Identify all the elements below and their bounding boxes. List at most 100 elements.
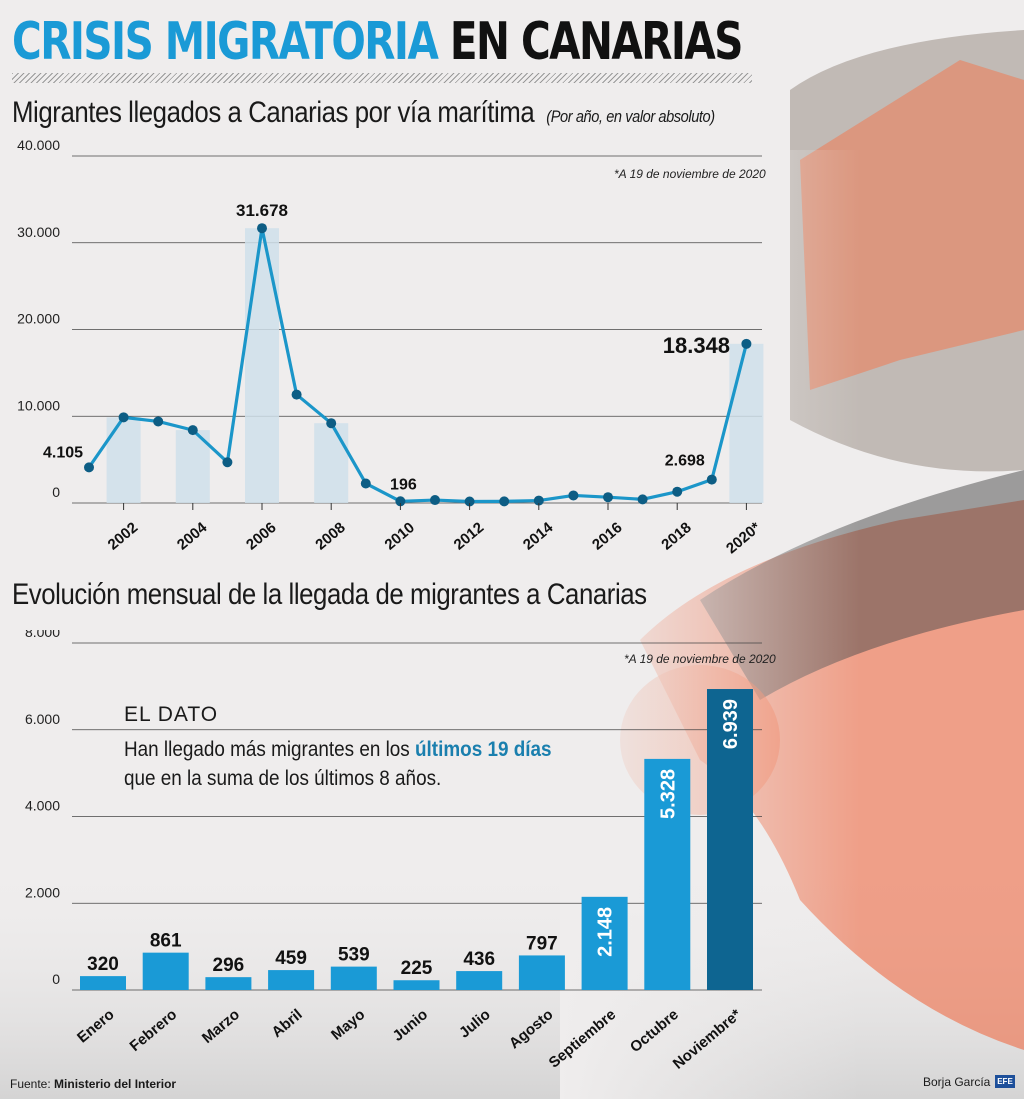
title-part2: EN CANARIAS [449, 12, 744, 72]
data-point [603, 492, 613, 503]
data-point [568, 490, 579, 501]
value-label: 797 [526, 933, 558, 954]
y-tick-label: 0 [52, 971, 60, 987]
y-tick-label: 2.000 [25, 884, 60, 900]
data-point [84, 462, 94, 473]
y-tick-label: 20.000 [17, 311, 60, 327]
source-name: Ministerio del Interior [54, 1077, 177, 1091]
value-label: 861 [150, 931, 182, 952]
chart1-subtitle: Migrantes llegados a Canarias por vía ma… [12, 96, 715, 130]
data-point [257, 223, 267, 234]
bar [518, 955, 565, 990]
y-tick-label: 8.000 [25, 630, 60, 640]
data-point [395, 496, 406, 507]
data-point [222, 457, 233, 468]
title-rule [12, 73, 752, 83]
x-tick-label: 2002 [105, 519, 141, 553]
bar [707, 689, 753, 990]
bar [330, 966, 377, 990]
value-label: 4.105 [43, 444, 83, 461]
title-part1: CRISIS MIGRATORIA [12, 12, 439, 72]
dato-text: Han llegado más migrantes en los últimos… [124, 735, 592, 793]
y-tick-label: 40.000 [17, 140, 60, 153]
x-tick-label: Julio [456, 1006, 494, 1042]
chart1-note: *A 19 de noviembre de 2020 [614, 167, 766, 181]
value-label: 459 [275, 948, 307, 969]
value-label: 196 [390, 476, 417, 493]
x-tick-label: Junio [390, 1006, 432, 1045]
x-tick-label: 2016 [589, 519, 625, 553]
value-label: 31.678 [236, 201, 288, 220]
x-tick-label: Febrero [127, 1006, 181, 1055]
x-tick-label: Marzo [199, 1006, 243, 1047]
efe-logo: EFE [995, 1075, 1015, 1088]
chart1-subtitle-text: Migrantes llegados a Canarias por vía ma… [12, 96, 535, 129]
source: Fuente: Ministerio del Interior [10, 1077, 176, 1091]
x-tick-label: 2012 [451, 519, 487, 553]
data-point [430, 495, 440, 506]
x-tick-label: 2004 [174, 519, 211, 554]
x-tick-label: Noviembre* [670, 1006, 745, 1073]
x-tick-label: 2014 [520, 519, 557, 554]
data-point [499, 496, 510, 507]
value-label: 2.698 [665, 453, 705, 470]
source-label: Fuente: [10, 1077, 51, 1091]
value-label: 436 [463, 949, 495, 970]
data-point [672, 486, 683, 497]
value-label: 225 [401, 958, 433, 979]
dato-line2: que en la suma de los últimos 8 años. [124, 767, 442, 790]
bar [80, 976, 126, 990]
x-tick-label: Mayo [328, 1006, 368, 1044]
y-tick-label: 6.000 [25, 711, 60, 727]
annual-line-chart: 4.105 31.678 196 2.698 18.348 0 10.000 20.000 3… [17, 140, 764, 557]
dato-title: EL DATO [124, 703, 219, 726]
value-label: 320 [87, 954, 119, 975]
shaded-bar [245, 228, 279, 503]
bar [456, 971, 503, 990]
chart1-subtitle-note: (Por año, en valor absoluto) [546, 107, 715, 126]
y-tick-label: 30.000 [17, 224, 60, 240]
y-tick-label: 10.000 [17, 397, 60, 413]
x-tick-label: 2010 [381, 519, 417, 553]
value-label: 6.939 [720, 699, 742, 749]
main-title: CRISIS MIGRATORIA EN CANARIAS [12, 10, 744, 74]
author: Borja García [923, 1075, 991, 1089]
data-point [326, 418, 337, 429]
data-point [706, 474, 717, 485]
data-point [118, 412, 129, 423]
shaded-bar [729, 343, 764, 503]
value-label: 296 [213, 955, 245, 976]
x-tick-label: Abril [269, 1006, 306, 1041]
x-tick-label: 2006 [243, 519, 279, 553]
shaded-bar [106, 417, 141, 503]
data-point [153, 416, 164, 427]
x-tick-label: Octubre [627, 1006, 682, 1056]
value-label: 2.148 [595, 907, 617, 957]
y-tick-label: 4.000 [25, 798, 60, 814]
dato-line1-a: Han llegado más migrantes en los [124, 738, 416, 761]
data-point [533, 495, 544, 506]
x-tick-label: Septiembre [546, 1006, 620, 1072]
x-tick-label: 2020* [723, 519, 764, 557]
shaded-bar [314, 423, 349, 503]
data-point [637, 494, 648, 505]
dato-highlight: últimos 19 días [415, 738, 552, 761]
bar [644, 758, 691, 990]
bar [142, 952, 189, 990]
x-tick-label: 2008 [312, 519, 348, 553]
x-tick-label: Agosto [506, 1006, 557, 1052]
x-tick-label: Enero [74, 1006, 117, 1046]
value-label: 18.348 [663, 333, 730, 358]
y-tick-label: 0 [52, 484, 60, 500]
bar [581, 896, 628, 990]
data-point [741, 338, 752, 349]
value-label: 5.328 [657, 769, 679, 819]
data-point [291, 389, 302, 400]
data-point [187, 425, 198, 436]
x-tick-label: 2018 [658, 519, 694, 553]
data-point [360, 478, 371, 489]
data-point [464, 496, 475, 507]
chart2-note: *A 19 de noviembre de 2020 [624, 652, 776, 666]
bar [205, 977, 252, 990]
